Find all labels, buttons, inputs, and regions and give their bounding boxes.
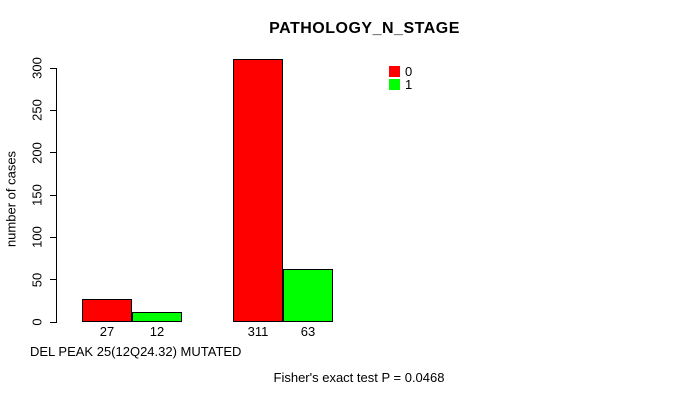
y-axis-tick-label: 150 <box>29 184 45 206</box>
bar-value-label: 27 <box>99 324 115 339</box>
bar-series-1-group-2 <box>283 269 333 322</box>
bar-value-label: 12 <box>149 324 165 339</box>
y-axis-tick <box>50 109 57 111</box>
legend-label: 1 <box>405 77 413 92</box>
y-axis-tick-label: 250 <box>29 99 45 122</box>
y-axis-tick <box>50 152 57 154</box>
legend-entry: 1 <box>389 77 413 92</box>
y-axis-tick <box>50 279 57 281</box>
bar-value-label: 63 <box>300 324 316 339</box>
bar-series-1-group-1 <box>132 312 182 322</box>
y-axis-title: number of cases <box>3 150 19 248</box>
y-axis-tick-label: 0 <box>29 318 45 326</box>
legend-entry: 0 <box>389 64 413 79</box>
bar-value-label: 311 <box>247 324 269 339</box>
y-axis-line <box>56 68 57 323</box>
legend-swatch <box>389 79 400 90</box>
legend-swatch <box>389 66 400 77</box>
y-axis-tick-label: 300 <box>29 57 45 79</box>
y-axis-tick <box>50 194 57 196</box>
bar-series-0-group-1 <box>82 299 132 322</box>
y-axis-tick-label: 100 <box>29 226 45 249</box>
y-axis-tick <box>50 67 57 69</box>
pvalue-annotation: Fisher's exact test P = 0.0468 <box>273 370 445 385</box>
legend-label: 0 <box>405 64 413 79</box>
x-axis-title: DEL PEAK 25(12Q24.32) MUTATED <box>30 344 242 359</box>
chart-title: PATHOLOGY_N_STAGE <box>269 20 460 37</box>
y-axis-tick-label: 200 <box>29 141 45 164</box>
y-axis-tick <box>50 236 57 238</box>
bar-series-0-group-2 <box>233 59 283 322</box>
y-axis-tick-label: 50 <box>29 272 45 287</box>
y-axis-tick <box>50 321 57 323</box>
